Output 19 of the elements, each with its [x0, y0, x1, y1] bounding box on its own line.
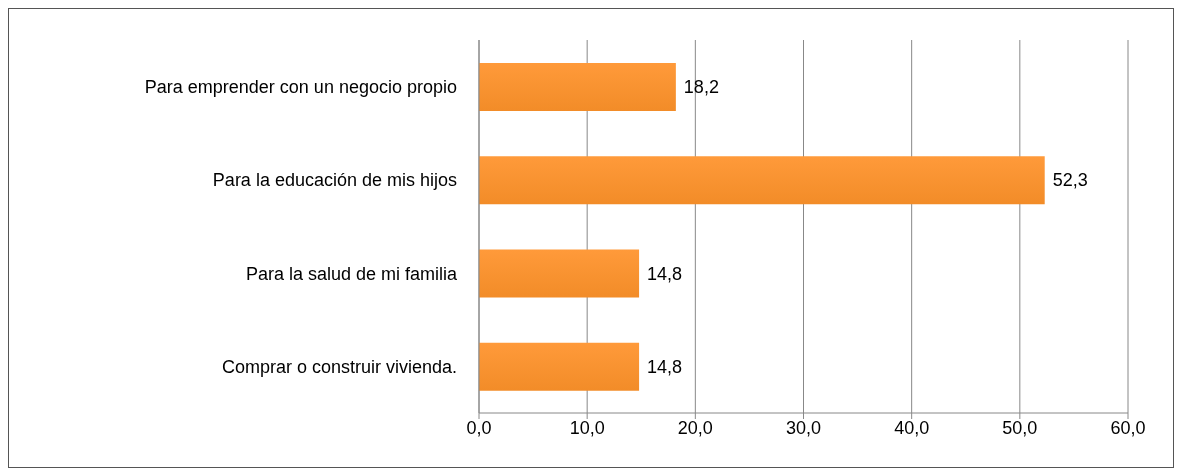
x-tick-label: 20,0 [677, 417, 713, 438]
bar [479, 249, 640, 298]
y-tick-label: Para la educación de mis hijos [212, 170, 457, 191]
x-tick-label: 10,0 [569, 417, 605, 438]
y-tick-label: Para emprender con un negocio propio [144, 77, 457, 98]
x-tick-label: 0,0 [466, 417, 492, 438]
bar [479, 156, 1045, 205]
x-tick-label: 50,0 [1002, 417, 1038, 438]
x-tick-label: 30,0 [785, 417, 822, 438]
data-label: 18,2 [683, 77, 719, 97]
y-tick-label: Para la salud de mi familia [245, 263, 458, 284]
y-tick-label: Comprar o construir vivienda. [221, 356, 457, 377]
data-label: 14,8 [647, 263, 683, 284]
bar [479, 63, 676, 111]
x-tick-label: 40,0 [894, 417, 930, 438]
data-label: 14,8 [647, 356, 683, 377]
data-label: 52,3 [1052, 170, 1088, 191]
x-tick-label: 60,0 [1110, 417, 1146, 438]
bar [479, 342, 640, 391]
